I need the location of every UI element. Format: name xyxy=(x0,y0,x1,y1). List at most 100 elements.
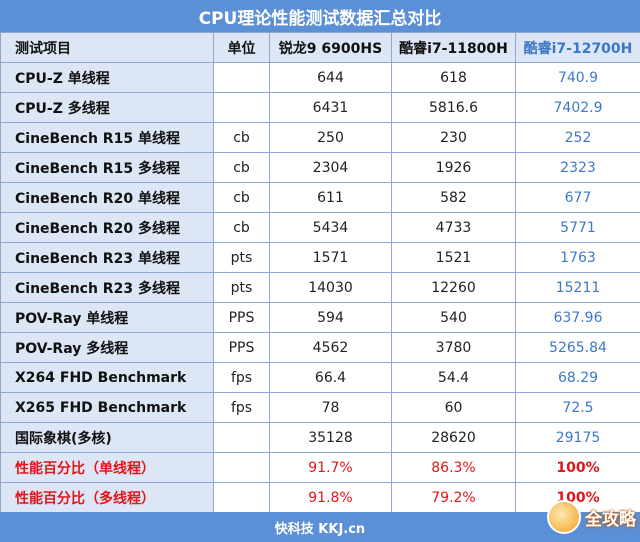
row-unit: cb xyxy=(213,182,270,213)
table-row: 性能百分比（单线程） 91.7% 86.3% 100% xyxy=(0,452,640,483)
row-value-cpu-1: 66.4 xyxy=(269,362,392,393)
row-value-cpu-3: 15211 xyxy=(515,272,640,303)
row-item-label: CineBench R20 单线程 xyxy=(0,182,214,213)
row-value-cpu-1: 2304 xyxy=(269,152,392,183)
row-value-cpu-3: 68.29 xyxy=(515,362,640,393)
watermark-logo-icon xyxy=(547,500,581,534)
row-value-cpu-3: 5265.84 xyxy=(515,332,640,363)
row-value-cpu-2: 79.2% xyxy=(391,482,516,513)
row-unit xyxy=(213,62,270,93)
row-value-cpu-2: 4733 xyxy=(391,212,516,243)
row-value-cpu-2: 1521 xyxy=(391,242,516,273)
row-value-cpu-1: 644 xyxy=(269,62,392,93)
row-item-label: 性能百分比（多线程） xyxy=(0,482,214,513)
row-value-cpu-3: 5771 xyxy=(515,212,640,243)
row-value-cpu-2: 54.4 xyxy=(391,362,516,393)
row-value-cpu-1: 6431 xyxy=(269,92,392,123)
row-unit xyxy=(213,452,270,483)
row-value-cpu-3: 7402.9 xyxy=(515,92,640,123)
row-value-cpu-3: 29175 xyxy=(515,422,640,453)
table-row: CineBench R23 单线程 pts 1571 1521 1763 xyxy=(0,242,640,273)
table-row: X264 FHD Benchmark fps 66.4 54.4 68.29 xyxy=(0,362,640,393)
table-row: 国际象棋(多核) 35128 28620 29175 xyxy=(0,422,640,453)
row-value-cpu-2: 28620 xyxy=(391,422,516,453)
row-item-label: 性能百分比（单线程） xyxy=(0,452,214,483)
row-value-cpu-2: 3780 xyxy=(391,332,516,363)
row-value-cpu-2: 582 xyxy=(391,182,516,213)
header-unit: 单位 xyxy=(213,32,270,63)
table-row: CineBench R20 多线程 cb 5434 4733 5771 xyxy=(0,212,640,243)
header-cpu-1: 锐龙9 6900HS xyxy=(269,32,392,63)
row-value-cpu-1: 91.7% xyxy=(269,452,392,483)
row-item-label: X265 FHD Benchmark xyxy=(0,392,214,423)
table-row: X265 FHD Benchmark fps 78 60 72.5 xyxy=(0,392,640,423)
comparison-table-wrapper: 测试项目 单位 锐龙9 6900HS 酷睿i7-11800H 酷睿i7-1270… xyxy=(0,32,640,513)
row-item-label: CineBench R15 单线程 xyxy=(0,122,214,153)
row-value-cpu-3: 252 xyxy=(515,122,640,153)
table-row: CPU-Z 单线程 644 618 740.9 xyxy=(0,62,640,93)
row-value-cpu-3: 100% xyxy=(515,452,640,483)
row-item-label: CineBench R23 多线程 xyxy=(0,272,214,303)
row-unit: cb xyxy=(213,152,270,183)
row-value-cpu-1: 14030 xyxy=(269,272,392,303)
row-value-cpu-1: 35128 xyxy=(269,422,392,453)
row-unit: pts xyxy=(213,272,270,303)
row-item-label: CineBench R23 单线程 xyxy=(0,242,214,273)
row-unit xyxy=(213,92,270,123)
table-row: 性能百分比（多线程） 91.8% 79.2% 100% xyxy=(0,482,640,513)
row-value-cpu-1: 78 xyxy=(269,392,392,423)
footer-credit: 快科技 KKJ.cn xyxy=(0,512,640,542)
row-unit: cb xyxy=(213,122,270,153)
row-item-label: CPU-Z 多线程 xyxy=(0,92,214,123)
row-value-cpu-1: 594 xyxy=(269,302,392,333)
row-unit: fps xyxy=(213,392,270,423)
comparison-table: 测试项目 单位 锐龙9 6900HS 酷睿i7-11800H 酷睿i7-1270… xyxy=(0,32,640,513)
row-value-cpu-2: 1926 xyxy=(391,152,516,183)
row-value-cpu-2: 5816.6 xyxy=(391,92,516,123)
row-value-cpu-1: 5434 xyxy=(269,212,392,243)
row-unit: pts xyxy=(213,242,270,273)
page-title: CPU理论性能测试数据汇总对比 xyxy=(0,0,640,32)
row-item-label: POV-Ray 单线程 xyxy=(0,302,214,333)
header-cpu-3: 酷睿i7-12700H xyxy=(515,32,640,63)
row-value-cpu-1: 4562 xyxy=(269,332,392,363)
row-unit: PPS xyxy=(213,302,270,333)
row-value-cpu-2: 12260 xyxy=(391,272,516,303)
header-cpu-2: 酷睿i7-11800H xyxy=(391,32,516,63)
row-value-cpu-2: 618 xyxy=(391,62,516,93)
row-value-cpu-1: 250 xyxy=(269,122,392,153)
row-unit xyxy=(213,482,270,513)
table-row: CineBench R15 多线程 cb 2304 1926 2323 xyxy=(0,152,640,183)
row-item-label: 国际象棋(多核) xyxy=(0,422,214,453)
row-item-label: CineBench R15 多线程 xyxy=(0,152,214,183)
row-value-cpu-3: 72.5 xyxy=(515,392,640,423)
row-unit xyxy=(213,422,270,453)
watermark: 全攻略 xyxy=(536,494,636,540)
table-row: CineBench R15 单线程 cb 250 230 252 xyxy=(0,122,640,153)
row-value-cpu-1: 1571 xyxy=(269,242,392,273)
row-value-cpu-2: 60 xyxy=(391,392,516,423)
row-item-label: X264 FHD Benchmark xyxy=(0,362,214,393)
row-value-cpu-2: 86.3% xyxy=(391,452,516,483)
row-unit: cb xyxy=(213,212,270,243)
row-value-cpu-3: 677 xyxy=(515,182,640,213)
table-body: CPU-Z 单线程 644 618 740.9 CPU-Z 多线程 6431 5816.6 7… xyxy=(0,62,640,513)
table-row: POV-Ray 单线程 PPS 594 540 637.96 xyxy=(0,302,640,333)
row-item-label: CPU-Z 单线程 xyxy=(0,62,214,93)
row-unit: fps xyxy=(213,362,270,393)
row-value-cpu-3: 637.96 xyxy=(515,302,640,333)
header-item: 测试项目 xyxy=(0,32,214,63)
watermark-text: 全攻略 xyxy=(585,509,636,530)
table-row: POV-Ray 多线程 PPS 4562 3780 5265.84 xyxy=(0,332,640,363)
row-value-cpu-3: 740.9 xyxy=(515,62,640,93)
row-unit: PPS xyxy=(213,332,270,363)
row-item-label: CineBench R20 多线程 xyxy=(0,212,214,243)
table-header-row: 测试项目 单位 锐龙9 6900HS 酷睿i7-11800H 酷睿i7-1270… xyxy=(0,32,640,63)
table-row: CineBench R23 多线程 pts 14030 12260 15211 xyxy=(0,272,640,303)
row-value-cpu-3: 2323 xyxy=(515,152,640,183)
row-value-cpu-1: 611 xyxy=(269,182,392,213)
table-row: CineBench R20 单线程 cb 611 582 677 xyxy=(0,182,640,213)
table-row: CPU-Z 多线程 6431 5816.6 7402.9 xyxy=(0,92,640,123)
row-value-cpu-3: 1763 xyxy=(515,242,640,273)
row-value-cpu-1: 91.8% xyxy=(269,482,392,513)
